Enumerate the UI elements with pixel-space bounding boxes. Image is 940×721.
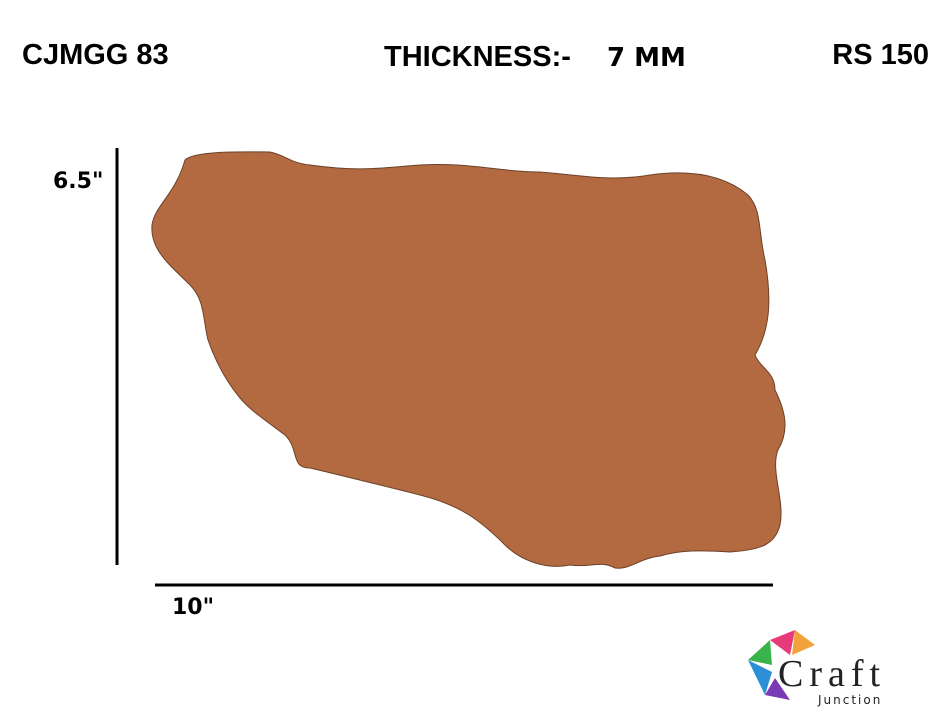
logo-tagline: Junction — [817, 693, 882, 707]
logo-petal — [770, 630, 795, 655]
logo-petal — [748, 640, 772, 665]
width-label: 10" — [172, 595, 214, 620]
price: RS 150 — [832, 39, 929, 71]
logo-petal — [792, 630, 815, 655]
logo-name: Craft — [778, 653, 886, 695]
thickness-label: THICKNESS:- — [384, 41, 571, 73]
logo-petal — [765, 678, 790, 700]
thickness-value: 7 MM — [607, 43, 686, 73]
logo-petal — [748, 660, 772, 695]
product-code: CJMGG 83 — [22, 39, 169, 71]
logo: Craft Junction — [748, 630, 886, 707]
stone-shape — [151, 151, 786, 569]
height-label: 6.5" — [53, 169, 103, 194]
